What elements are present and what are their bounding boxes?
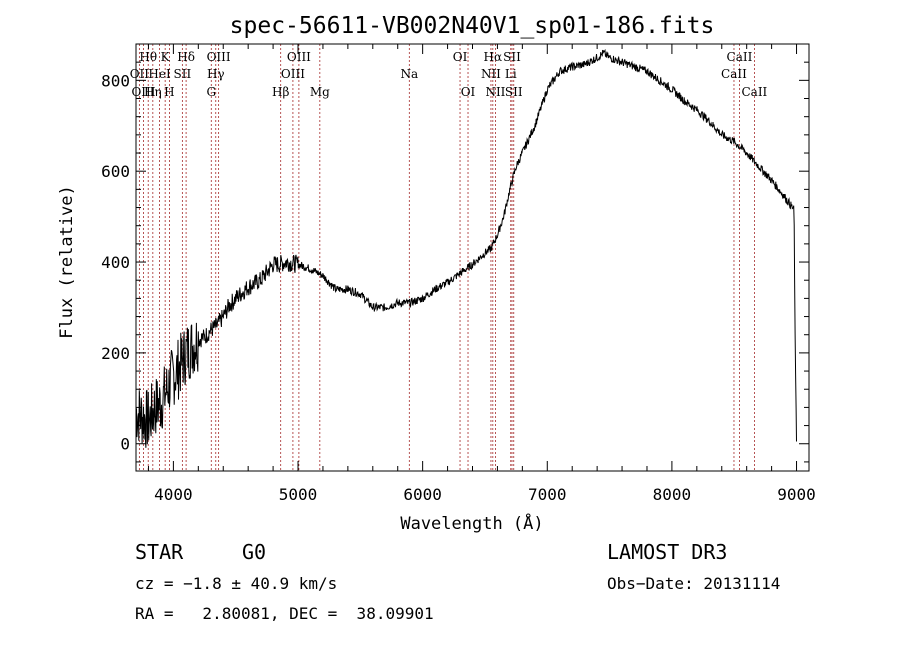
emission-line-label: NII xyxy=(481,67,501,81)
emission-line-label: SII xyxy=(174,67,192,81)
x-tick-label: 9000 xyxy=(777,485,816,504)
emission-line-label: SII xyxy=(505,85,523,99)
plot-frame xyxy=(135,43,810,472)
emission-line-label: OIII xyxy=(131,85,155,99)
emission-line-label: Li xyxy=(505,67,517,81)
object-subclass: G0 xyxy=(242,540,267,564)
emission-line-label: OIII xyxy=(281,67,305,81)
emission-line-label: CaII xyxy=(721,67,747,81)
emission-line-label: Na xyxy=(400,67,418,81)
emission-line-label: K xyxy=(161,50,171,64)
emission-line-label: Hη xyxy=(144,85,162,99)
y-tick-label: 800 xyxy=(101,71,130,90)
emission-line-label: NII xyxy=(485,85,505,99)
emission-line-label: OIII xyxy=(287,50,311,64)
emission-line-label: Hγ xyxy=(207,67,225,81)
x-tick-label: 6000 xyxy=(403,485,442,504)
emission-line-label: CaII xyxy=(727,50,753,64)
emission-line-label: OII xyxy=(130,67,150,81)
y-tick-label: 200 xyxy=(101,344,130,363)
y-tick-label: 400 xyxy=(101,253,130,272)
emission-line-label: HeI xyxy=(148,67,171,81)
emission-line-label: CaII xyxy=(741,85,767,99)
chart-title: spec-56611-VB002N40V1_sp01-186.fits xyxy=(230,13,715,39)
radec-text: RA = 2.80081, DEC = 38.09901 xyxy=(135,604,434,623)
y-axis-label: Flux (relative) xyxy=(57,185,77,339)
emission-line-label: OIII xyxy=(207,50,231,64)
emission-line-label: Hα xyxy=(484,50,503,64)
emission-line-label: OI xyxy=(453,50,468,64)
x-tick-label: 7000 xyxy=(528,485,567,504)
spectrum-line xyxy=(135,48,797,448)
y-axis-ticks: 0 200 400 600 800 xyxy=(101,61,809,463)
obs-date-text: Obs−Date: 20131114 xyxy=(607,574,781,593)
x-tick-label: 5000 xyxy=(279,485,318,504)
y-tick-label: 0 xyxy=(120,435,130,454)
emission-line-label: Hδ xyxy=(177,50,195,64)
emission-line-label: Mg xyxy=(310,85,330,99)
emission-line-label: OI xyxy=(461,85,476,99)
emission-line-label: H xyxy=(164,85,174,99)
y-tick-label: 600 xyxy=(101,162,130,181)
x-axis-ticks: 4000 5000 6000 7000 8000 9000 xyxy=(147,44,816,504)
emission-line-label: G xyxy=(206,85,216,99)
emission-line-label: SII xyxy=(503,50,521,64)
x-axis-label: Wavelength (Å) xyxy=(400,512,543,534)
emission-line-label: Hθ xyxy=(139,50,157,64)
x-tick-label: 8000 xyxy=(653,485,692,504)
redshift-text: cz = −1.8 ± 40.9 km/s xyxy=(135,574,338,593)
emission-line-label: Hβ xyxy=(272,85,289,99)
x-tick-label: 4000 xyxy=(154,485,193,504)
survey-name: LAMOST DR3 xyxy=(607,540,728,564)
object-class: STAR xyxy=(135,540,184,564)
emission-line-markers xyxy=(138,44,755,471)
